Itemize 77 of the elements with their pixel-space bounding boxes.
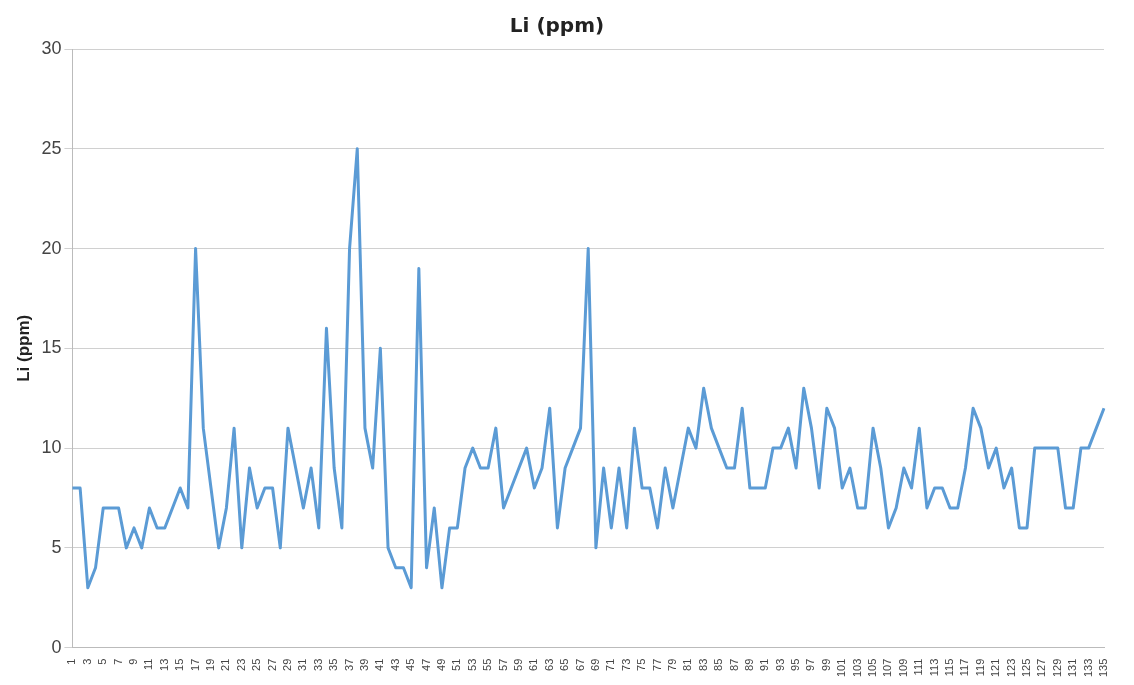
x-tick-label: 93: [773, 658, 786, 671]
x-tick-label: 99: [819, 658, 832, 671]
x-tick-label: 95: [789, 658, 802, 671]
x-tick-label: 25: [250, 658, 263, 671]
x-tick-label: 47: [419, 658, 432, 671]
x-tick-label: 79: [665, 658, 678, 671]
x-tick-label: 89: [742, 658, 755, 671]
x-tick-label: 117: [958, 658, 971, 677]
x-tick-label: 123: [1004, 658, 1017, 678]
chart-title: Li (ppm): [509, 13, 605, 38]
x-tick-label: 41: [373, 658, 386, 671]
y-axis-title: Li (ppm): [13, 314, 33, 382]
x-tick-label: 101: [835, 658, 848, 678]
x-tick-label: 61: [527, 658, 540, 671]
x-tick-label: 35: [327, 658, 340, 671]
y-tick-label: 5: [51, 536, 62, 557]
x-tick-label: 31: [296, 658, 309, 671]
x-tick-label: 129: [1050, 658, 1063, 678]
x-tick-label: 49: [434, 658, 447, 671]
x-tick-label: 65: [558, 658, 571, 671]
x-tick-label: 37: [342, 658, 355, 671]
x-tick-label: 45: [404, 658, 417, 671]
x-tick-label: 43: [388, 658, 401, 671]
x-tick-label: 127: [1035, 658, 1048, 678]
y-tick-label: 20: [41, 237, 62, 258]
x-tick-label: 1: [65, 658, 78, 665]
x-tick-label: 69: [588, 658, 601, 671]
y-tick-label: 25: [41, 137, 62, 158]
x-tick-label: 33: [311, 658, 324, 671]
x-tick-label: 121: [989, 658, 1002, 678]
x-tick-label: 13: [157, 658, 170, 671]
y-tick-label: 30: [41, 37, 62, 58]
x-tick-label: 107: [881, 658, 894, 678]
x-tick-label: 125: [1020, 658, 1033, 678]
x-tick-label: 83: [696, 658, 709, 671]
x-tick-label: 131: [1066, 658, 1079, 678]
x-tick-label: 17: [188, 658, 201, 671]
x-tick-label: 73: [619, 658, 632, 671]
x-tick-label: 39: [357, 658, 370, 671]
x-tick-label: 9: [127, 658, 140, 665]
x-tick-label: 51: [450, 658, 463, 671]
x-tick-label: 113: [927, 658, 940, 677]
x-tick-label: 105: [866, 658, 879, 678]
x-tick-label: 85: [712, 658, 725, 671]
x-tick-label: 135: [1097, 658, 1110, 678]
x-tick-label: 75: [635, 658, 648, 671]
x-tick-label: 29: [281, 658, 294, 671]
x-tick-label: 11: [142, 658, 155, 671]
x-tick-label: 97: [804, 658, 817, 671]
x-tick-label: 109: [896, 658, 909, 678]
y-tick-label: 10: [41, 437, 62, 458]
x-tick-label: 19: [204, 658, 217, 671]
x-tick-label: 15: [173, 658, 186, 671]
x-tick-label: 27: [265, 658, 278, 671]
x-tick-label: 111: [912, 658, 925, 676]
x-tick-label: 71: [604, 658, 617, 671]
x-tick-label: 21: [219, 658, 232, 671]
x-tick-label: 103: [850, 658, 863, 678]
x-tick-label: 63: [542, 658, 555, 671]
y-tick-label: 0: [51, 636, 62, 657]
x-tick-label: 91: [758, 658, 771, 671]
x-tick-label: 87: [727, 658, 740, 671]
x-tick-label: 133: [1081, 658, 1094, 678]
x-tick-label: 59: [511, 658, 524, 671]
x-tick-label: 81: [681, 658, 694, 671]
x-tick-label: 5: [96, 658, 109, 665]
x-tick-label: 119: [973, 658, 986, 677]
x-tick-label: 55: [481, 658, 494, 671]
x-tick-label: 67: [573, 658, 586, 671]
x-tick-label: 23: [234, 658, 247, 671]
x-tick-label: 3: [80, 658, 93, 665]
x-tick-label: 7: [111, 658, 124, 665]
x-tick-label: 115: [943, 658, 956, 677]
x-tick-label: 53: [465, 658, 478, 671]
x-tick-label: 57: [496, 658, 509, 671]
y-tick-label: 15: [41, 337, 62, 358]
x-tick-label: 77: [650, 658, 663, 671]
